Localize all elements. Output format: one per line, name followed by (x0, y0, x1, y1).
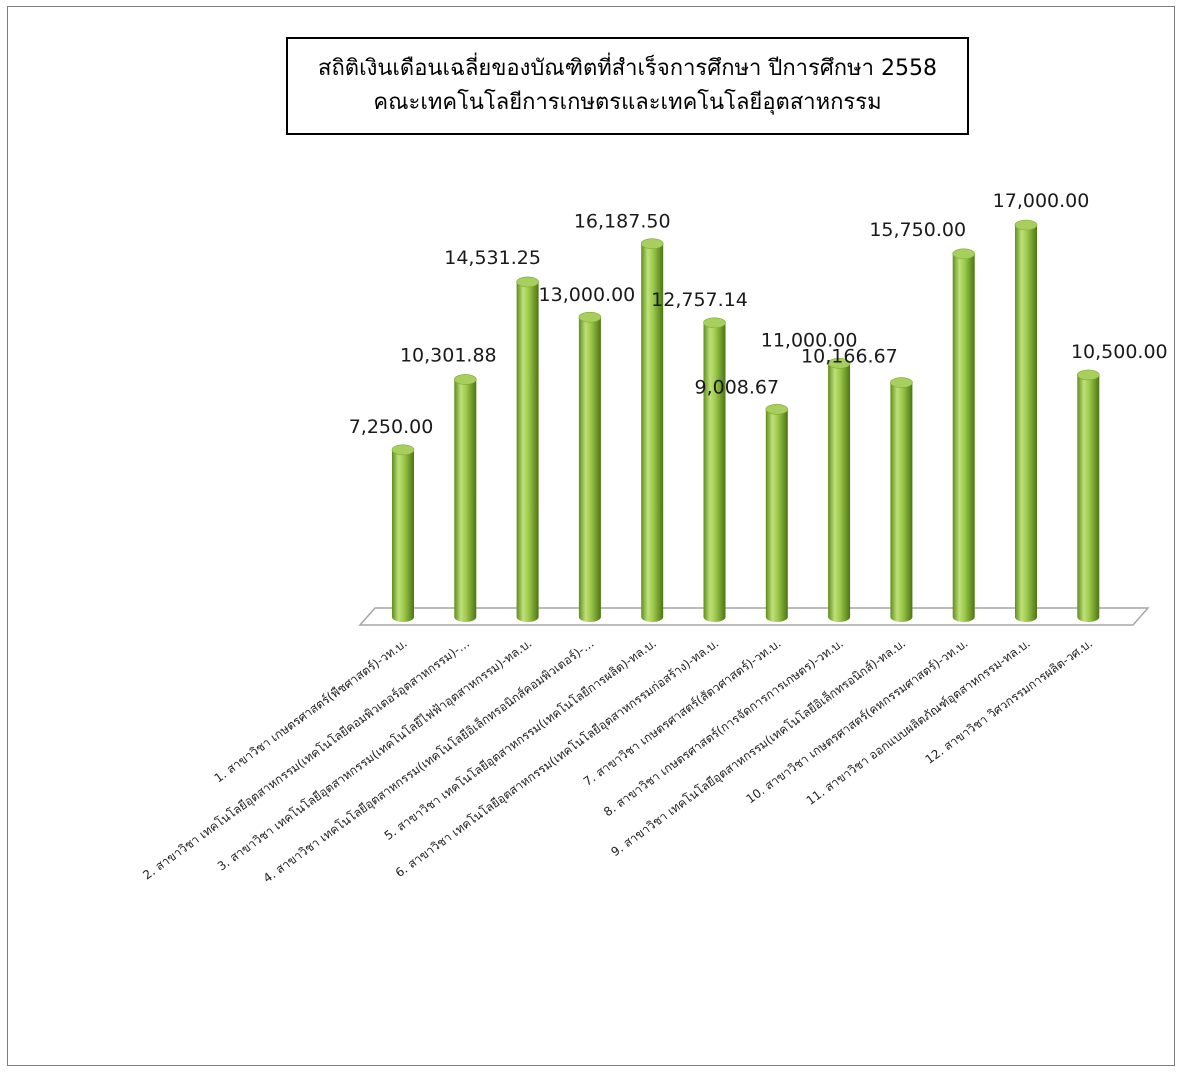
bar-top (391, 444, 415, 456)
value-label-4: 13,000.00 (539, 284, 636, 306)
value-label-8: 11,000.00 (761, 329, 858, 351)
chart-title-box: สถิติเงินเดือนเฉลี่ยของบัณฑิตที่สำเร็จกา… (286, 37, 969, 135)
value-label-2: 10,301.88 (400, 344, 497, 366)
value-label-10: 15,750.00 (869, 219, 966, 241)
value-label-11: 17,000.00 (993, 190, 1090, 212)
value-label-1: 7,250.00 (349, 416, 434, 438)
bars-layer (391, 219, 1100, 622)
bar-body (516, 281, 539, 622)
bar-top (453, 374, 477, 385)
bar-body (392, 449, 414, 622)
value-label-7: 9,008.67 (694, 376, 779, 398)
value-label-6: 12,757.14 (651, 289, 748, 311)
bar-body (641, 243, 664, 622)
bar-body (890, 382, 913, 622)
value-label-3: 14,531.25 (444, 247, 541, 269)
bar-4 (578, 311, 602, 622)
bar-11 (1014, 219, 1038, 622)
bar-body (1077, 374, 1100, 622)
bar-top (890, 377, 913, 388)
bar-top (827, 358, 851, 369)
bar-top (703, 317, 726, 329)
chart-floor (358, 607, 1150, 626)
bar-body (1015, 225, 1037, 622)
bar-top (765, 403, 789, 415)
bar-8 (827, 358, 851, 622)
bar-6 (703, 317, 726, 622)
bar-top (640, 238, 664, 250)
bar-top (578, 311, 602, 323)
value-labels-layer: 7,250.00 10,301.88 14,531.25 13,000.00 16,18… (349, 190, 1168, 438)
chart-title-line-1: สถิติเงินเดือนเฉลี่ยของบัณฑิตที่สำเร็จกา… (318, 56, 937, 81)
value-label-9: 10,166.67 (801, 346, 898, 368)
value-label-5: 16,187.50 (574, 211, 671, 233)
bar-1 (391, 444, 415, 622)
bar-body (454, 379, 477, 622)
chart-title-line-2: คณะเทคโนโลยีการเกษตรและเทคโนโลยีอุตสาหกร… (373, 90, 882, 115)
bar-top (1014, 219, 1038, 231)
bar-7 (765, 403, 789, 622)
bar-top (1077, 369, 1100, 381)
bar-10 (952, 248, 976, 622)
bar-2 (453, 374, 477, 622)
bar-body (703, 322, 726, 622)
bar-12 (1077, 369, 1100, 622)
bar-body (578, 317, 601, 622)
value-label-12: 10,500.00 (1071, 341, 1168, 363)
bar-top (516, 276, 539, 288)
bar-top (952, 248, 976, 260)
category-label-11: 11. สาขาวิชา ออกแบบผลิตภัณฑ์อุตสาหกรรม-ท… (804, 636, 1034, 809)
category-labels-layer: 1. สาขาวิชา เกษตรศาสตร์(พืชศาสตร์)-วท.บ.… (140, 635, 1095, 886)
category-label-10: 10. สาขาวิชา เกษตรศาสตร์(คหกรรมศาสตร์)-ว… (744, 636, 971, 806)
bar-5 (640, 238, 664, 622)
bar-3 (516, 276, 539, 622)
bar-9 (890, 377, 913, 622)
bar-body (765, 409, 788, 622)
category-label-9: 9. สาขาวิชา เทคโนโลยีอุตสาหกรรม(เทคโนโลย… (608, 635, 909, 860)
bar-body (952, 253, 975, 622)
bar-body (828, 363, 851, 622)
